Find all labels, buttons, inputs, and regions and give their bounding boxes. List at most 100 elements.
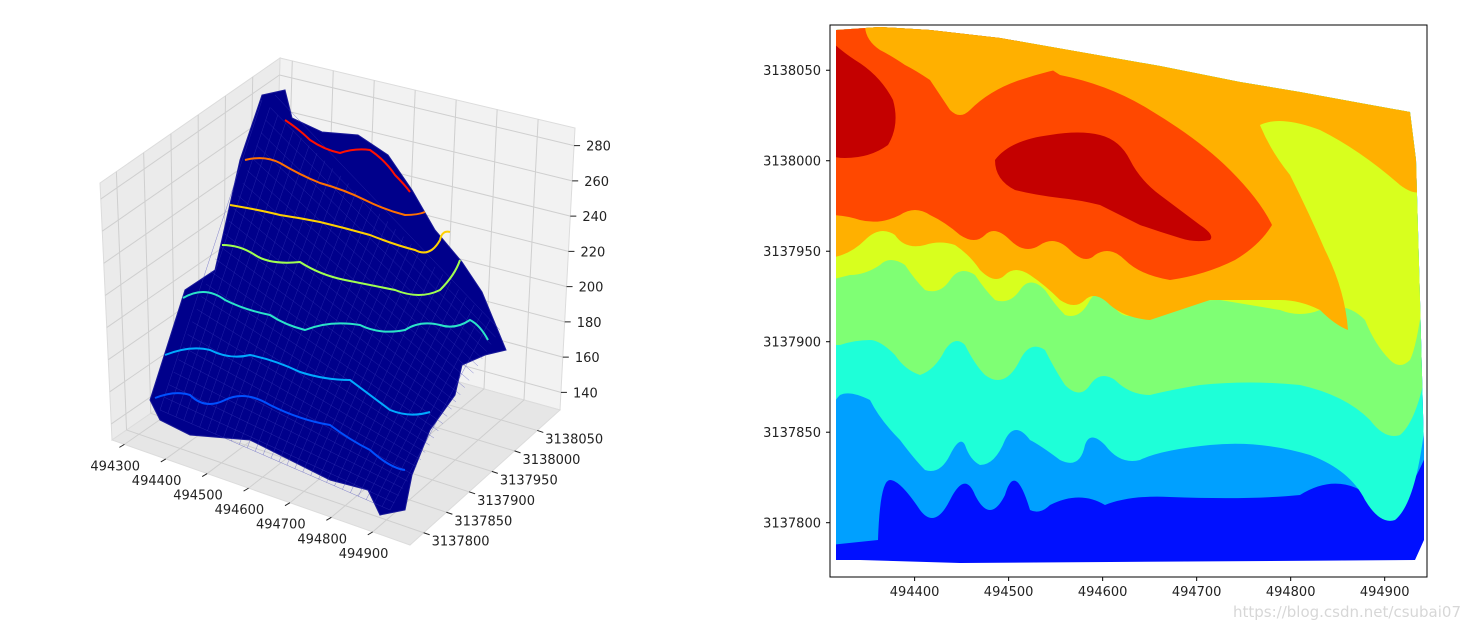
band-8-center <box>995 132 1212 242</box>
contour-line-180 <box>164 347 431 416</box>
wireframe-line <box>326 259 428 483</box>
y-tick-label: 3137950 <box>500 473 558 488</box>
wireframe-line <box>254 190 357 452</box>
wireframe-line <box>247 170 474 374</box>
x-ticks-3d: 4943004944004945004946004947004948004949… <box>90 443 388 562</box>
z-tick-label: 240 <box>582 210 607 225</box>
grid-line-y-wall <box>143 152 152 414</box>
y-tick-mark <box>491 470 498 474</box>
wireframe-line <box>159 99 263 411</box>
contour-line-240 <box>229 204 451 254</box>
y-tick-label: 3138050 <box>545 432 603 447</box>
z-tick-label: 200 <box>579 281 604 296</box>
x-tick-label: 494800 <box>297 532 347 547</box>
band-6-inner <box>865 27 1110 115</box>
wireframe-line <box>389 319 491 511</box>
wireframe-line <box>191 130 294 424</box>
x-tick-mark <box>201 473 208 477</box>
wireframe-line <box>294 228 396 469</box>
wireframe-line <box>201 296 430 446</box>
wireframe-line <box>223 160 326 438</box>
watermark: https://blog.csdn.net/csubai07 <box>1233 603 1461 621</box>
y-tick-mark <box>514 450 521 454</box>
z-tick-label: 160 <box>575 351 600 366</box>
wireframe-line <box>239 175 341 445</box>
contour-bands <box>836 27 1424 563</box>
grid-line-z-left <box>101 108 279 232</box>
x-ticks-2d: 494400 494500 494600 494700 494800 494900 <box>890 577 1410 600</box>
x-tick-label: 494300 <box>90 459 140 474</box>
wireframe-line <box>178 359 408 482</box>
grid-line-z-left <box>100 74 280 200</box>
x-tick-label: 494400 <box>132 474 182 489</box>
grid-line-x-wall <box>523 119 539 401</box>
z-ticks-3d: 140 160 180 200 220 240 260 280 <box>560 140 611 401</box>
y-tick-label: 3137800 <box>763 517 821 532</box>
y-tick-mark <box>446 511 453 515</box>
wireframe-line <box>302 236 404 473</box>
wireframe-line <box>224 233 452 410</box>
grid-line-y-wall <box>115 171 128 431</box>
y-tick-label: 3138050 <box>763 64 821 79</box>
x-tick-label: 494900 <box>1360 585 1410 600</box>
wireframe-line <box>175 115 278 417</box>
wireframe-line <box>265 120 492 345</box>
wireframe-line <box>210 271 439 432</box>
x-tick-mark <box>284 502 291 507</box>
x-tick-label: 494700 <box>1172 585 1222 600</box>
y-tick-label: 3137850 <box>454 514 512 529</box>
surface-3d-plot: 4943004944004945004946004947004948004949… <box>90 57 611 562</box>
wireframe-line <box>270 206 373 459</box>
y-tick-label: 3138000 <box>763 155 821 170</box>
wireframe-line <box>373 304 475 504</box>
x-tick-label: 494600 <box>215 503 265 518</box>
filled-contour-plot: 494400 494500 494600 494700 494800 494900 313… <box>763 24 1428 600</box>
wireframe-line <box>192 321 421 460</box>
y-tick-label: 3137850 <box>763 426 821 441</box>
wireframe-line <box>318 251 420 480</box>
wireframe-line <box>256 145 483 359</box>
wireframe-line <box>247 183 349 449</box>
wireframe-line <box>270 107 496 338</box>
wireframe-line <box>164 397 395 504</box>
x-tick-mark <box>119 443 125 448</box>
contour-line-160 <box>154 392 406 471</box>
x-tick-label: 494700 <box>256 518 306 533</box>
y-tick-label: 3138000 <box>523 453 581 468</box>
z-tick-label: 180 <box>577 316 602 331</box>
x-tick-mark <box>160 458 167 463</box>
y-tick-mark <box>537 429 544 433</box>
x-tick-mark <box>367 531 374 536</box>
wireframe-line <box>228 220 457 403</box>
y-ticks-2d: 3138050 3138000 3137950 3137900 3137850 31378… <box>763 64 830 532</box>
x-tick-label: 494400 <box>890 585 940 600</box>
wireframe-line <box>183 122 286 421</box>
wireframe-line <box>310 244 412 476</box>
wireframe-line <box>342 274 444 490</box>
band-8-upper-left <box>836 40 896 158</box>
y-tick-label: 3137900 <box>763 336 821 351</box>
axes-frame <box>829 24 1428 578</box>
wireframe-line <box>159 409 391 511</box>
wireframe-line <box>278 213 381 462</box>
wireframe-line <box>381 312 483 507</box>
grid-line-y <box>126 429 424 534</box>
y-tick-mark <box>468 491 476 495</box>
contour-line-220 <box>221 244 461 296</box>
wireframe-line <box>286 221 389 466</box>
y-tick-label: 3137800 <box>432 535 490 550</box>
wireframe-line <box>196 308 426 453</box>
wireframe-line <box>358 289 459 497</box>
z-tick-label: 220 <box>580 245 605 260</box>
wireframe-line <box>365 297 467 500</box>
wireframe-line <box>207 145 310 431</box>
wireframe-line <box>350 281 451 493</box>
wireframe-line <box>215 258 443 424</box>
contour-line-260 <box>244 157 426 217</box>
wireframe-line <box>219 245 448 417</box>
y-tick-label: 3137900 <box>477 494 535 509</box>
wireframe-line <box>238 195 465 388</box>
x-tick-mark <box>243 487 249 492</box>
x-tick-label: 494600 <box>1078 585 1128 600</box>
